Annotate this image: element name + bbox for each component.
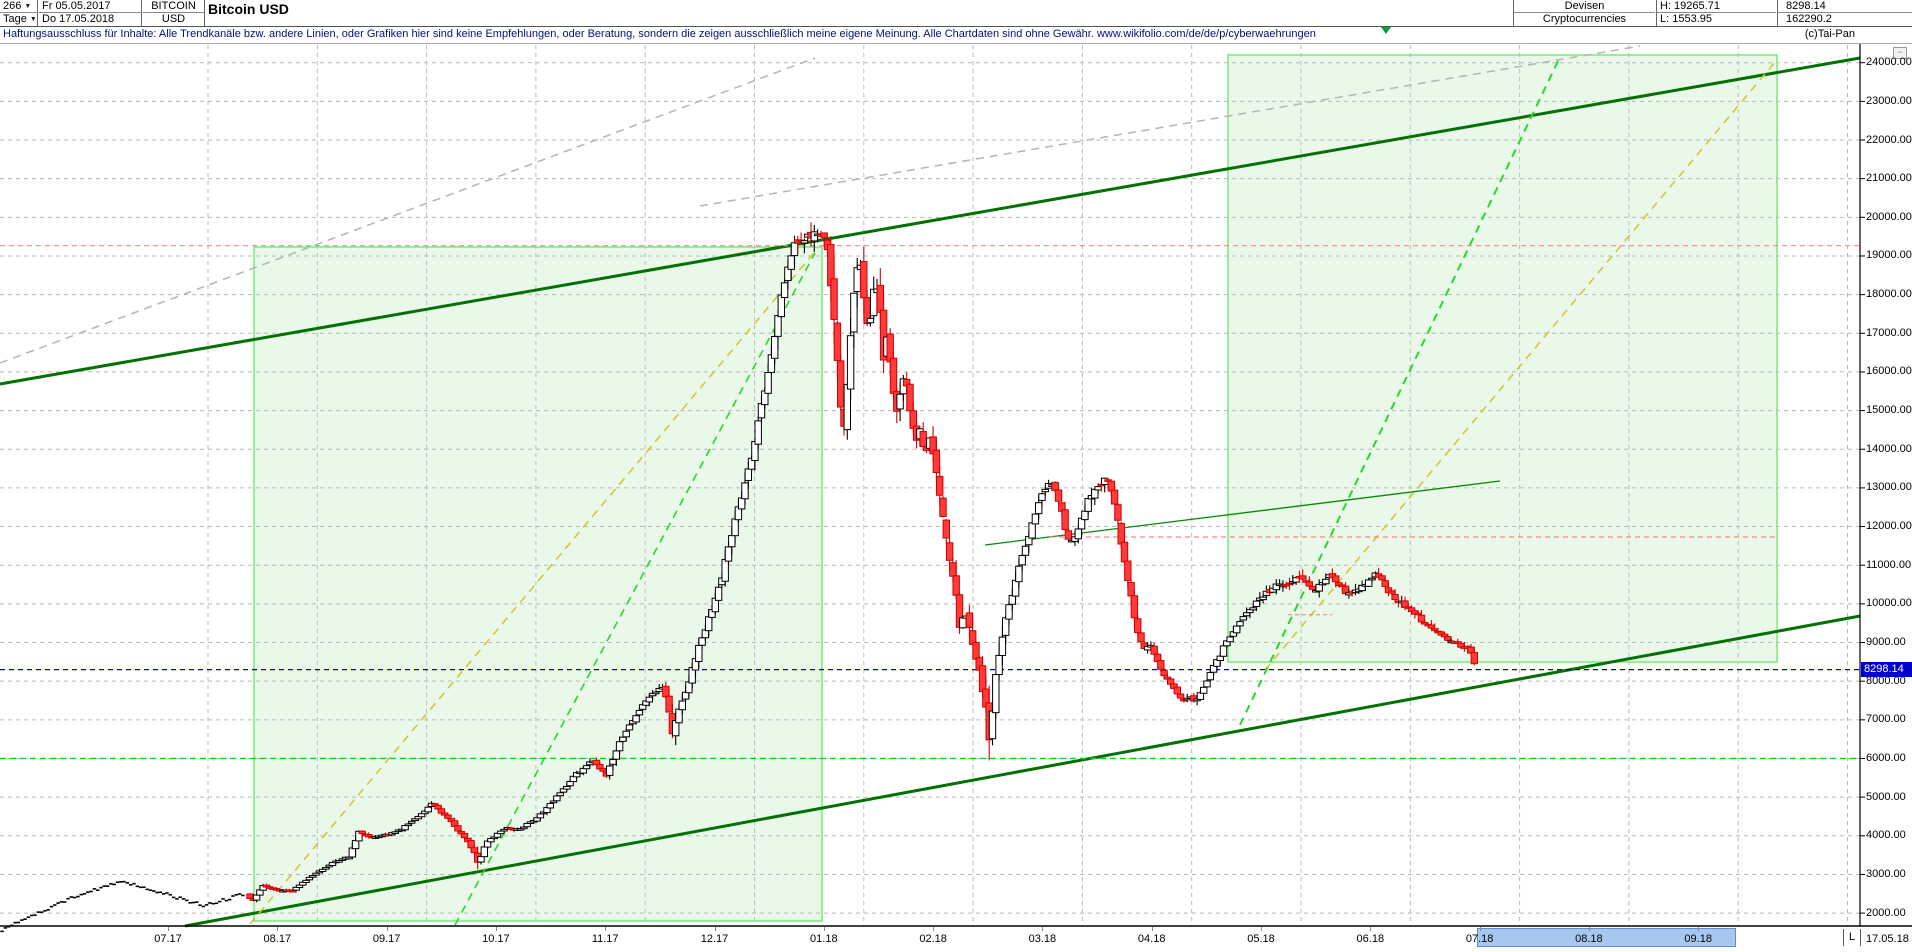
early-price-dashes (0, 880, 245, 933)
price-axis-label: 15000.00 (1866, 404, 1912, 417)
category-crypto: Cryptocurrencies (1513, 13, 1655, 26)
time-axis-label: 01.18 (810, 933, 838, 945)
time-axis-tick (1588, 927, 1590, 931)
time-axis-tick (1261, 927, 1262, 931)
time-axis-label: 06.18 (1356, 933, 1385, 945)
time-axis-tick (1479, 927, 1481, 931)
time-axis-label: 04.18 (1137, 933, 1166, 945)
time-axis-label: 03.18 (1028, 933, 1057, 945)
time-axis-tick (277, 927, 279, 931)
price-axis-label: 6000.00 (1866, 751, 1906, 764)
chevron-down-icon: ▼ (29, 16, 37, 23)
date-to[interactable]: Do 17.05.2018 (39, 13, 142, 26)
price-axis-label: 16000.00 (1866, 365, 1912, 378)
high-value: H: 19265.71 (1656, 0, 1776, 13)
price-axis-label: 2000.00 (1866, 906, 1906, 919)
price-axis-label: 10000.00 (1866, 597, 1912, 610)
time-axis-label: 11.17 (591, 933, 619, 945)
olive-diagonal-2 (1264, 61, 1776, 671)
axis-end-date: 17.05.18 (1866, 933, 1909, 945)
category-devisen: Devisen (1513, 0, 1655, 13)
chevron-down-icon: ▼ (24, 3, 32, 10)
price-axis-label: 8000.00 (1866, 674, 1906, 687)
price-axis-label: 3000.00 (1866, 867, 1906, 880)
price-axis-label: 12000.00 (1866, 520, 1912, 533)
lower-channel-thick (184, 614, 1861, 928)
time-axis-tick (1698, 927, 1700, 931)
gray-diagonal-2 (699, 45, 1641, 207)
time-axis-tick (495, 927, 497, 931)
last-price-header: 8298.14 (1777, 0, 1912, 13)
green-diagonal-1 (454, 252, 816, 926)
candlestick-series (246, 222, 1478, 903)
time-axis-tick (1370, 927, 1372, 931)
page-title: Bitcoin USD (208, 1, 289, 17)
upper-channel-thick (0, 56, 1861, 386)
last-price-marker: 8298.14 (1861, 662, 1912, 678)
symbol-currency: USD (143, 13, 205, 26)
time-axis-tick (1042, 927, 1044, 931)
price-axis-label: 4000.00 (1866, 829, 1906, 842)
gray-diagonal-1 (0, 57, 816, 364)
volume-header: 162290.2 (1777, 13, 1912, 26)
time-axis-tick (386, 927, 388, 931)
time-axis-label: 09.18 (1684, 933, 1712, 945)
axis-end-marker: L (1843, 929, 1861, 946)
trend-zone-box-1[interactable] (253, 246, 823, 922)
time-axis-tick (933, 927, 935, 931)
time-axis-label: 08.17 (263, 933, 292, 945)
time-axis-label: 12.17 (700, 933, 729, 945)
time-axis-label: 07.18 (1465, 933, 1494, 945)
price-axis-label: 21000.00 (1866, 172, 1912, 185)
symbol-label: BITCOIN (143, 0, 205, 13)
olive-diagonal-1 (249, 247, 819, 925)
bars-count-dropdown[interactable]: 266 ▼ (0, 0, 38, 13)
chart-header: 266 ▼ Tage ▼ Fr 05.05.2017 Do 17.05.2018… (0, 0, 1912, 27)
price-axis-label: 9000.00 (1866, 636, 1906, 649)
time-axis-label: 05.18 (1247, 933, 1275, 945)
price-axis-label: 24000.00 (1866, 56, 1912, 69)
marker-triangle-icon[interactable] (1381, 27, 1391, 34)
time-axis-tick (823, 927, 825, 931)
time-axis-label: 09.17 (372, 933, 401, 945)
price-axis-label: 13000.00 (1866, 481, 1912, 494)
minimize-icon[interactable]: − (1893, 47, 1907, 59)
price-axis-label: 22000.00 (1866, 133, 1912, 146)
time-axis-label: 07.17 (154, 933, 182, 945)
period-dropdown[interactable]: Tage ▼ (0, 13, 38, 26)
price-axis-label: 14000.00 (1866, 442, 1912, 455)
date-from[interactable]: Fr 05.05.2017 (39, 0, 142, 13)
price-axis-label: 19000.00 (1866, 249, 1912, 262)
future-range-highlight[interactable] (1477, 928, 1736, 947)
time-axis-label: 10.17 (482, 933, 510, 945)
time-axis-tick (1151, 927, 1153, 931)
time-axis-tick (605, 927, 607, 931)
price-axis-label: 11000.00 (1866, 558, 1912, 571)
copyright-label: (c)Tai-Pan (1804, 28, 1855, 40)
price-axis-label: 7000.00 (1866, 713, 1906, 726)
disclaimer-text: Haftungsausschluss für Inhalte: Alle Tre… (3, 28, 1316, 40)
trend-zone-box-2[interactable] (1227, 54, 1778, 663)
price-axis-label: 18000.00 (1866, 288, 1912, 301)
price-axis-label: 17000.00 (1866, 326, 1912, 339)
time-axis-label: 08.18 (1575, 933, 1603, 945)
low-value: L: 1553.95 (1656, 13, 1776, 26)
price-axis-label: 20000.00 (1866, 210, 1912, 223)
price-axis-label: 5000.00 (1866, 790, 1906, 803)
time-axis[interactable]: 07.17 08.17 09.17 10.17 11.17 12.17 01.18 02.18… (0, 927, 1912, 952)
time-axis-label: 02.18 (919, 933, 947, 945)
green-diagonal-2 (1239, 56, 1561, 726)
time-axis-tick (714, 927, 716, 931)
price-axis-label: 23000.00 (1866, 94, 1912, 107)
time-axis-tick (168, 927, 169, 931)
